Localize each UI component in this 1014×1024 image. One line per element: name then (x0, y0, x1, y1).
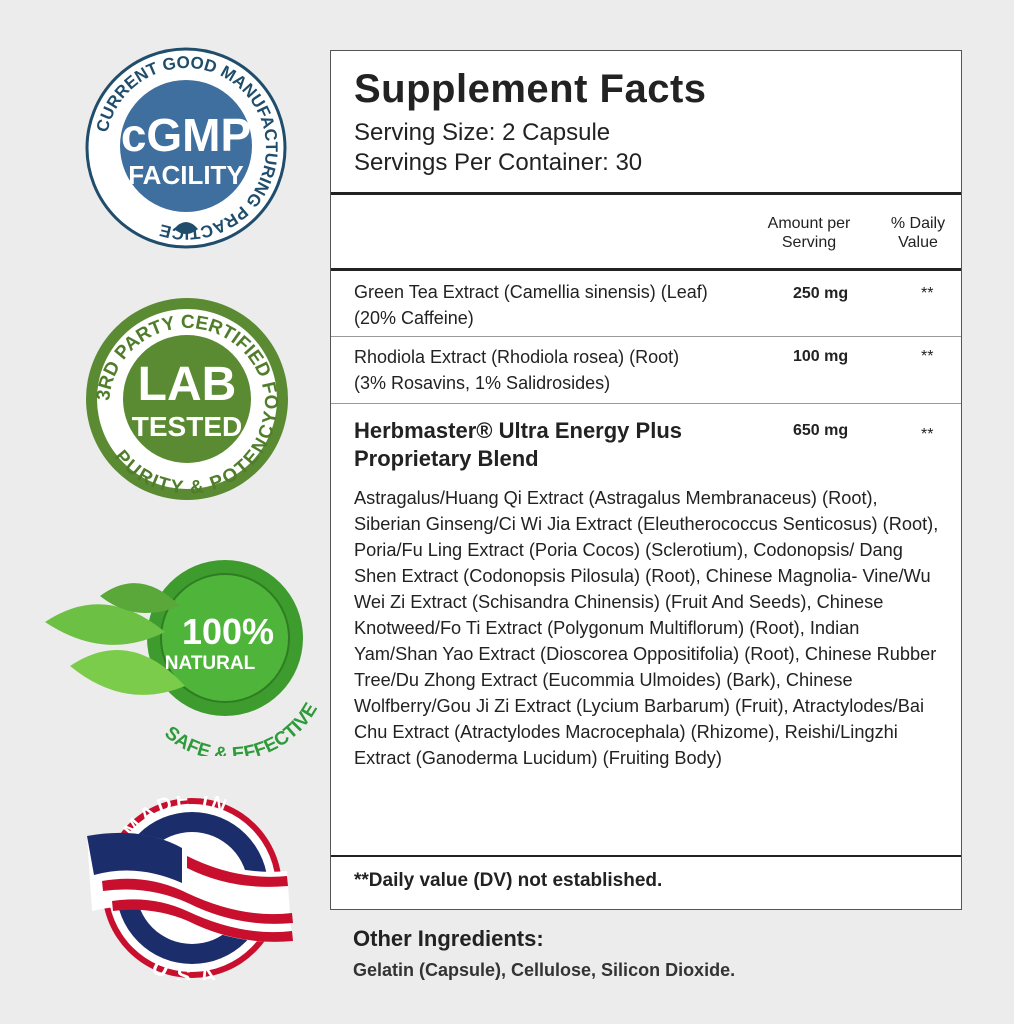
lotus-icon (174, 222, 198, 234)
divider (331, 403, 961, 404)
divider (331, 268, 961, 271)
ingredient-dv: ** (921, 285, 934, 302)
lab-main-text: LAB (138, 358, 237, 411)
ingredient-amount: 250 mg (793, 285, 849, 302)
cgmp-sub-text: FACILITY (128, 160, 244, 190)
ingredient-detail: (20% Caffeine) (354, 308, 474, 328)
natural-main-text: 100% (182, 611, 274, 652)
column-header-daily-value: % Daily Value (890, 215, 946, 251)
natural-sub-text: NATURAL (165, 653, 256, 674)
column-header-amount: Amount per Serving (767, 215, 851, 251)
leaf-icon (100, 583, 180, 614)
ingredient-name: Green Tea Extract (Camellia sinensis) (L… (354, 282, 708, 302)
cgmp-main-text: cGMP (121, 109, 251, 161)
ingredient-dv: ** (921, 348, 934, 365)
blend-ingredients: Astragalus/Huang Qi Extract (Astragalus … (354, 488, 939, 768)
ingredient-name: Rhodiola Extract (Rhodiola rosea) (Root) (354, 347, 680, 367)
cgmp-badge-logo: CURRENT GOOD MANUFACTURING PRACTICE cGMP… (85, 47, 287, 249)
ingredient-amount: 100 mg (793, 348, 849, 365)
divider (331, 336, 961, 337)
blend-amount: 650 mg (793, 422, 849, 439)
blend-name: Herbmaster® Ultra Energy Plus Proprietar… (354, 418, 682, 471)
footnote: **Daily value (DV) not established. (354, 870, 663, 891)
lab-sub-text: TESTED (132, 411, 242, 442)
ingredient-detail: (3% Rosavins, 1% Salidrosides) (354, 373, 611, 393)
supplement-facts-panel: Supplement Facts Serving Size: 2 Capsule… (330, 50, 962, 910)
servings-per-container: Servings Per Container: 30 (354, 149, 643, 176)
leaf-icon (45, 604, 165, 645)
ingredient-row: Rhodiola Extract (Rhodiola rosea) (Root)… (354, 344, 774, 396)
serving-size: Serving Size: 2 Capsule (354, 119, 611, 146)
lab-tested-badge-logo: 3RD PARTY CERTIFIED FOR PURITY & POTENCY… (84, 296, 288, 500)
blend-dv: ** (921, 426, 934, 443)
ingredient-row: Green Tea Extract (Camellia sinensis) (L… (354, 279, 774, 331)
leaf-icon (70, 650, 185, 695)
divider (331, 192, 961, 195)
made-in-usa-badge-logo: MADE IN USA (87, 796, 293, 980)
facts-title: Supplement Facts (354, 67, 707, 111)
natural-badge-logo: 100% NATURAL SAFE & EFFECTIVE (45, 560, 320, 756)
other-ingredients-text: Gelatin (Capsule), Cellulose, Silicon Di… (353, 960, 736, 980)
other-ingredients-heading: Other Ingredients: (353, 926, 544, 951)
us-flag-icon (87, 832, 293, 942)
divider (331, 855, 961, 857)
